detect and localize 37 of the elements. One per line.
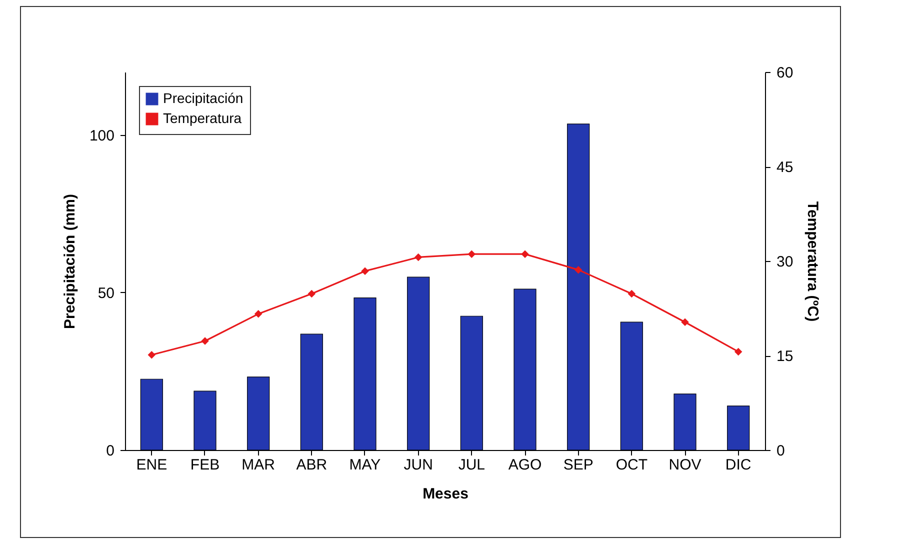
point bbox=[308, 290, 316, 298]
point bbox=[148, 350, 156, 359]
y-axis-title: Precipitación (mm) bbox=[61, 194, 78, 330]
point bbox=[681, 318, 689, 326]
legend-label: Precipitación bbox=[163, 90, 244, 106]
y-tick-label: 50 bbox=[98, 285, 114, 302]
x-tick-label: ABR bbox=[296, 456, 328, 474]
point bbox=[254, 310, 262, 318]
x-tick-label: AGO bbox=[508, 456, 542, 474]
x-tick-label: MAY bbox=[349, 456, 381, 474]
x-tick-label: ENE bbox=[136, 456, 168, 474]
y-tick-label: 100 bbox=[89, 128, 114, 144]
x-tick-label: MAR bbox=[242, 456, 276, 474]
point bbox=[734, 348, 742, 356]
y2-tick-label: 60 bbox=[776, 64, 794, 82]
x-tick-label: NOV bbox=[668, 456, 702, 474]
y2-tick-label: 0 bbox=[776, 442, 785, 460]
point bbox=[201, 337, 209, 345]
x-tick-label: SEP bbox=[563, 456, 594, 474]
point bbox=[414, 253, 422, 262]
y2-tick-label: 45 bbox=[776, 159, 794, 176]
x-tick-label: FEB bbox=[190, 456, 220, 474]
legend-label: Temperatura bbox=[163, 110, 242, 126]
x-tick-label: JUL bbox=[458, 456, 486, 474]
x-tick-label: DIC bbox=[725, 456, 752, 474]
y2-tick-label: 30 bbox=[776, 254, 794, 270]
x-tick-label: JUN bbox=[404, 456, 433, 474]
point bbox=[361, 267, 369, 275]
y2-axis-title: Temperatura (ºC) bbox=[804, 201, 822, 322]
y2-tick-label: 15 bbox=[776, 348, 794, 365]
point bbox=[628, 290, 636, 298]
point bbox=[574, 266, 582, 274]
x-tick-label: OCT bbox=[616, 456, 648, 474]
x-axis-title: Meses bbox=[422, 486, 468, 502]
point bbox=[468, 250, 476, 258]
point bbox=[521, 250, 529, 258]
y-tick-label: 0 bbox=[106, 442, 114, 460]
